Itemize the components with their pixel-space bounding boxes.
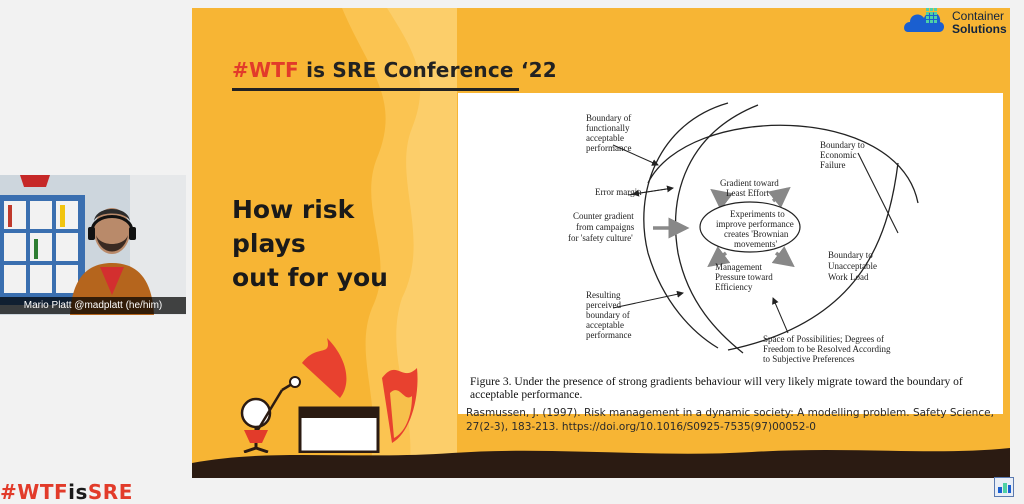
conference-title: #WTF is SRE Conference ‘22: [232, 58, 557, 82]
label-functional-3: acceptable: [586, 133, 624, 143]
brand-line-1: Container: [952, 9, 1005, 23]
label-functional-1: Boundary of: [586, 113, 631, 123]
perceived-pointer-arrow: [612, 290, 684, 309]
label-error-margin: Error margin: [595, 187, 642, 197]
conference-hashtag: #WTF: [232, 58, 299, 82]
speaker-name-tag: Mario Platt @madplatt (he/him): [0, 297, 186, 314]
citation-reference: Rasmussen, J. (1997). Risk management in…: [466, 407, 994, 433]
label-perceived-4: acceptable: [586, 320, 624, 330]
gradient-arrow-upper-right: [767, 186, 791, 209]
label-counter-1: Counter gradient: [573, 211, 634, 221]
gradient-least-effort-arrow: [710, 188, 734, 210]
label-exp-1: Experiments to: [730, 209, 785, 219]
label-mgmt-1: Management: [715, 262, 762, 272]
label-space-3: to Subjective Preferences: [763, 354, 855, 364]
figure-caption: Figure 3. Under the presence of strong g…: [470, 376, 963, 401]
label-perceived-5: performance: [586, 330, 631, 340]
label-exp-4: movements': [734, 239, 777, 249]
economic-pointer-line: [857, 152, 899, 234]
label-gradient-1: Gradient toward: [720, 178, 779, 188]
error-margin-arrow-left: [632, 187, 674, 197]
space-pointer-arrow: [772, 297, 789, 334]
label-workload-1: Boundary to: [828, 250, 873, 260]
corner-app-icon[interactable]: [994, 477, 1014, 497]
economic-boundary-curve: [647, 124, 919, 204]
label-econ-3: Failure: [820, 160, 846, 170]
label-functional-2: functionally: [586, 123, 630, 133]
label-econ-1: Boundary to: [820, 140, 865, 150]
label-mgmt-3: Efficiency: [715, 282, 753, 292]
workload-boundary-curve: [727, 162, 899, 351]
mini-logo-icon: [998, 483, 1011, 493]
burning-computer-illustration: [240, 338, 418, 453]
label-exp-2: improve performance: [716, 219, 794, 229]
label-econ-2: Economic: [820, 150, 857, 160]
label-counter-3: for 'safety culture': [568, 233, 633, 243]
label-exp-3: creates 'Brownian: [724, 229, 789, 239]
label-space-2: Freedom to be Resolved According: [763, 344, 891, 354]
conference-title-rest: is SRE Conference ‘22: [298, 58, 557, 82]
label-perceived-1: Resulting: [586, 290, 621, 300]
label-gradient-2: Least Effort: [726, 188, 770, 198]
gradient-arrow-lower-right: [771, 246, 795, 268]
bottom-hashtag: #WTFisSRE: [0, 480, 133, 504]
flame-decoration: [192, 8, 1010, 478]
label-space-1: Space of Possibilities; Degrees of: [763, 334, 884, 344]
label-perceived-2: perceived: [586, 300, 621, 310]
management-pressure-arrow: [707, 246, 731, 268]
boundary-perceived-curve: [674, 104, 759, 354]
boundary-functional-curve: [643, 102, 729, 349]
label-workload-2: Unacceptable: [828, 261, 877, 271]
headline-line-2: out for you: [232, 263, 388, 292]
speaker-webcam: [0, 175, 186, 315]
label-perceived-3: boundary of: [586, 310, 630, 320]
rasmussen-diagram: Boundary of functionally acceptable perf…: [568, 102, 919, 364]
figure-panel: Boundary of functionally acceptable perf…: [458, 93, 1003, 414]
presentation-slide: #WTF is SRE Conference ‘22 How risk play…: [192, 8, 1010, 478]
container-solutions-logo-icon: [904, 8, 944, 32]
label-counter-2: from campaigns: [576, 222, 635, 232]
brand-line-2: Solutions: [952, 22, 1007, 36]
headline-line-1: How risk plays: [232, 195, 355, 258]
label-workload-3: Work Load: [828, 272, 869, 282]
bottom-hashtag-black: is: [68, 480, 88, 504]
bottom-hashtag-red-2: SRE: [87, 480, 133, 504]
slide-headline: How risk plays out for you: [232, 193, 432, 295]
webcam-scene: [0, 175, 186, 315]
label-mgmt-2: Pressure toward: [715, 272, 773, 282]
brand-name: Container Solutions: [952, 10, 1007, 36]
title-underline: [232, 88, 519, 91]
functional-pointer-arrow: [612, 144, 659, 166]
label-functional-4: performance: [586, 143, 631, 153]
experiments-ellipse: [699, 201, 801, 253]
bottom-hashtag-red: #WTF: [0, 480, 69, 504]
